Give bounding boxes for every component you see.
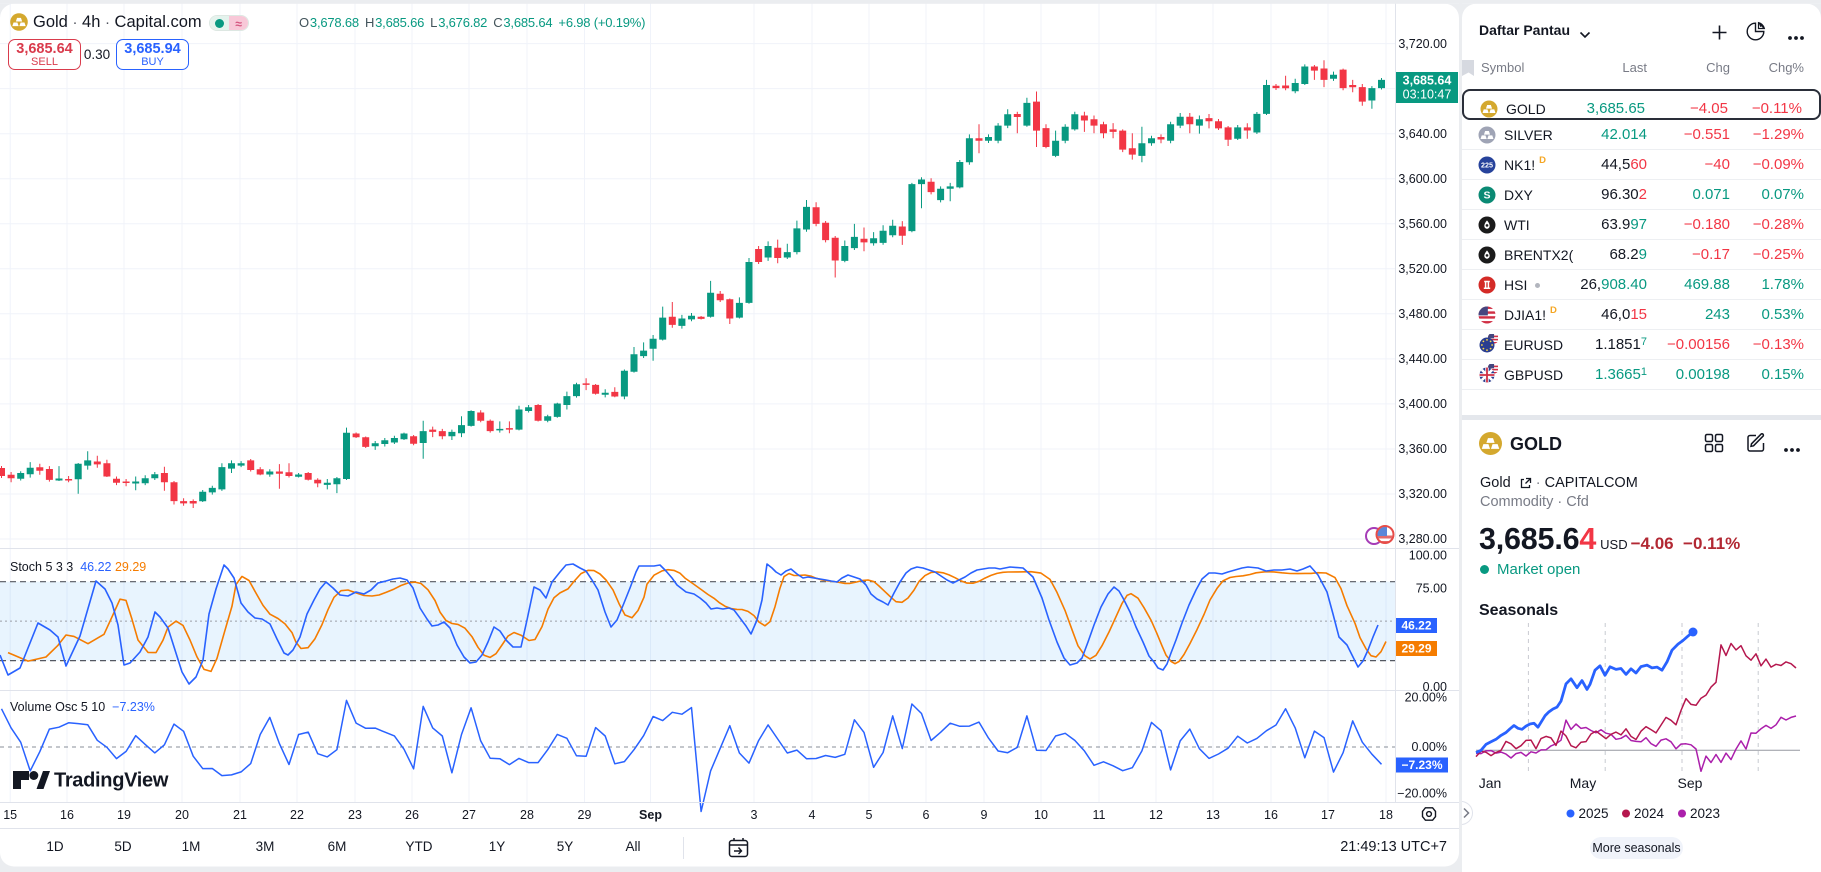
svg-text:May: May [1570,775,1596,791]
svg-text:100.00: 100.00 [1409,549,1447,563]
svg-text:4: 4 [809,808,816,822]
svg-text:3,480.00: 3,480.00 [1398,307,1447,321]
svg-text:3: 3 [751,808,758,822]
svg-text:28: 28 [520,808,534,822]
svg-text:−20.00%: −20.00% [1397,787,1447,801]
svg-text:225: 225 [1481,161,1493,170]
svg-text:3,320.00: 3,320.00 [1398,487,1447,501]
svg-text:3,400.00: 3,400.00 [1398,397,1447,411]
svg-text:9: 9 [981,808,988,822]
svg-text:12: 12 [1149,808,1163,822]
svg-text:6: 6 [923,808,930,822]
svg-text:03:10:47: 03:10:47 [1403,88,1452,102]
svg-text:S: S [1483,189,1490,201]
svg-text:16: 16 [60,808,74,822]
svg-text:Sep: Sep [639,808,662,822]
svg-text:3,685.64: 3,685.64 [1403,74,1452,88]
svg-text:Jan: Jan [1479,775,1502,791]
svg-text:13: 13 [1206,808,1220,822]
svg-text:3,520.00: 3,520.00 [1398,262,1447,276]
svg-text:5: 5 [866,808,873,822]
svg-text:21: 21 [233,808,247,822]
svg-text:3,600.00: 3,600.00 [1398,172,1447,186]
svg-text:3,280.00: 3,280.00 [1398,532,1447,546]
svg-text:19: 19 [117,808,131,822]
svg-text:Sep: Sep [1678,775,1703,791]
svg-text:10: 10 [1034,808,1048,822]
svg-text:2024: 2024 [1634,806,1665,821]
svg-text:3,440.00: 3,440.00 [1398,352,1447,366]
svg-text:20: 20 [175,808,189,822]
svg-text:3,720.00: 3,720.00 [1398,37,1447,51]
svg-text:11: 11 [1093,808,1106,822]
svg-text:27: 27 [462,808,476,822]
svg-text:3,360.00: 3,360.00 [1398,442,1447,456]
svg-text:2023: 2023 [1690,806,1720,821]
svg-text:46.22: 46.22 [1401,619,1431,633]
svg-text:15: 15 [3,808,17,822]
svg-text:17: 17 [1321,808,1335,822]
svg-text:TradingView: TradingView [54,770,169,792]
svg-text:75.00: 75.00 [1416,582,1447,596]
svg-text:23: 23 [348,808,362,822]
svg-text:18: 18 [1379,808,1393,822]
svg-text:2025: 2025 [1579,806,1609,821]
svg-text:26: 26 [405,808,419,822]
svg-text:3,640.00: 3,640.00 [1398,127,1447,141]
svg-text:22: 22 [290,808,304,822]
svg-text:0.00%: 0.00% [1412,740,1447,754]
svg-text:20.00%: 20.00% [1405,691,1447,705]
svg-text:29: 29 [578,808,592,822]
svg-text:29.29: 29.29 [1401,642,1431,656]
svg-text:−7.23%: −7.23% [1401,758,1442,772]
svg-text:0.00: 0.00 [1423,680,1447,694]
svg-text:16: 16 [1264,808,1278,822]
svg-text:3,560.00: 3,560.00 [1398,217,1447,231]
